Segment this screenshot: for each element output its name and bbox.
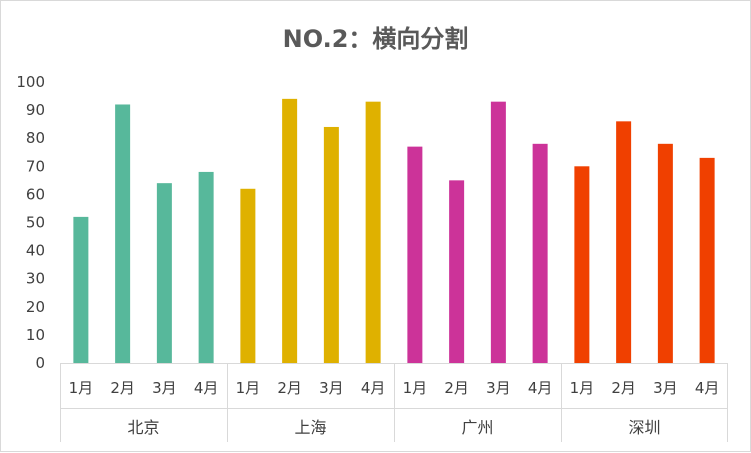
x-group-label: 深圳 [628,418,660,437]
x-group-label: 广州 [461,418,493,437]
bar [449,180,465,363]
y-tick-label: 70 [26,157,45,175]
y-tick-label: 90 [26,101,45,119]
x-category-label: 2月 [110,379,135,397]
y-tick-label: 0 [35,354,45,372]
x-category-label: 2月 [611,379,636,397]
x-group-label: 上海 [294,418,326,437]
x-category-label: 1月 [236,379,261,397]
bar [323,126,339,364]
x-group-label: 北京 [127,418,159,437]
x-category-label: 2月 [277,379,302,397]
chart-title: NO.2：横向分割 [282,25,469,53]
y-tick-label: 50 [26,214,45,232]
x-category-label: 4月 [528,379,553,397]
y-tick-label: 40 [26,242,45,260]
y-tick-label: 10 [26,326,45,344]
bar [156,183,172,363]
y-tick-label: 100 [16,73,45,91]
bar [282,98,298,364]
bar [115,104,131,363]
bar [616,121,632,363]
y-tick-label: 80 [26,129,45,147]
x-category-label: 1月 [403,379,428,397]
bar [574,166,590,363]
x-category-label: 3月 [486,379,511,397]
bar [407,146,423,363]
bar [490,101,506,364]
y-tick-label: 30 [26,270,45,288]
bar [198,171,214,363]
x-category-label: 1月 [570,379,595,397]
bar [73,216,89,363]
y-tick-label: 20 [26,298,45,316]
bar [240,188,256,363]
bar [699,157,715,363]
x-category-label: 1月 [69,379,94,397]
x-category-label: 4月 [695,379,720,397]
bar [532,143,548,363]
x-category-label: 4月 [194,379,219,397]
x-category-label: 3月 [152,379,177,397]
bar [657,143,673,363]
y-tick-label: 60 [26,185,45,203]
bar [365,101,381,364]
x-category-label: 2月 [444,379,469,397]
x-category-label: 3月 [653,379,678,397]
x-category-label: 4月 [361,379,386,397]
x-category-label: 3月 [319,379,344,397]
